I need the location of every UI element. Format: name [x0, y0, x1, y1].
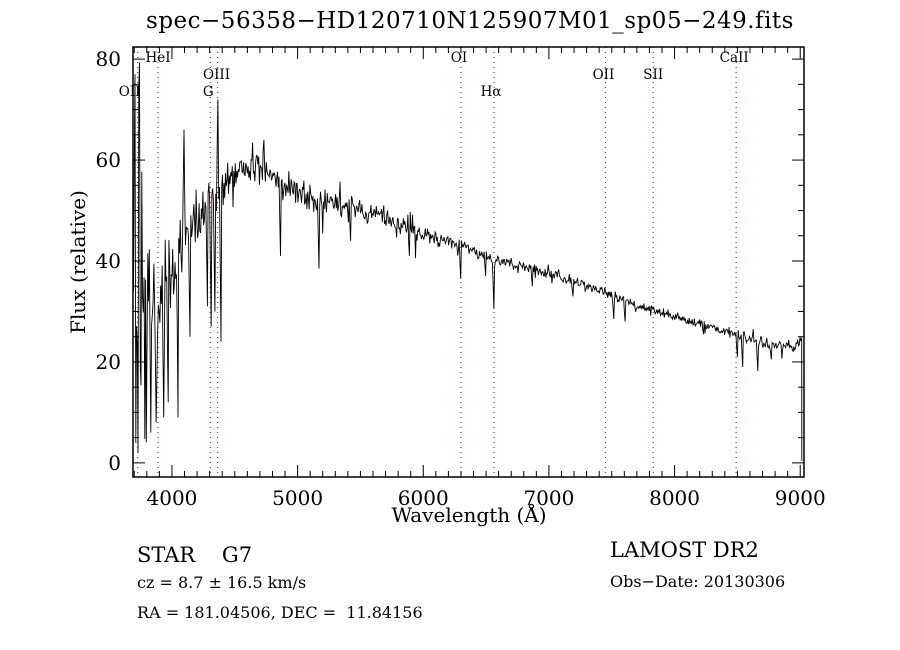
- object-class-label: STAR G7: [137, 543, 253, 567]
- ra-dec-value: RA = 181.04506, DEC = 11.84156: [137, 603, 423, 622]
- line-marker-label: SII: [643, 67, 663, 83]
- cz-value: cz = 8.7 ± 16.5 km/s: [137, 573, 307, 592]
- x-tick-label: 7000: [523, 486, 574, 510]
- line-marker-label: OII: [119, 84, 141, 100]
- line-marker-label: Hα: [481, 84, 502, 100]
- y-tick-label: 80: [96, 47, 121, 71]
- y-tick-label: 0: [108, 451, 121, 475]
- survey-label: LAMOST DR2: [610, 538, 759, 562]
- line-marker-label: OII: [593, 67, 615, 83]
- line-marker-label: OIII: [203, 67, 230, 83]
- spectrum-trace: [133, 62, 803, 461]
- line-marker-label: CaII: [720, 50, 749, 66]
- line-marker-label: HeI: [145, 50, 170, 66]
- plot-frame: [132, 46, 805, 478]
- x-tick-label: 4000: [147, 486, 198, 510]
- line-marker-label: OI: [451, 50, 467, 66]
- x-tick-label: 6000: [398, 486, 449, 510]
- y-tick-label: 60: [96, 148, 121, 172]
- x-tick-label: 8000: [649, 486, 700, 510]
- y-tick-label: 40: [96, 249, 121, 273]
- obs-date-label: Obs−Date: 20130306: [610, 572, 786, 591]
- plot-title: spec−56358−HD120710N125907M01_sp05−249.f…: [146, 8, 794, 34]
- x-tick-label: 9000: [775, 486, 826, 510]
- line-marker-label: G: [203, 84, 214, 100]
- x-axis-label: Wavelength (Å): [391, 503, 547, 527]
- x-tick-label: 5000: [272, 486, 323, 510]
- y-tick-label: 20: [96, 350, 121, 374]
- y-axis-label: Flux (relative): [66, 190, 90, 334]
